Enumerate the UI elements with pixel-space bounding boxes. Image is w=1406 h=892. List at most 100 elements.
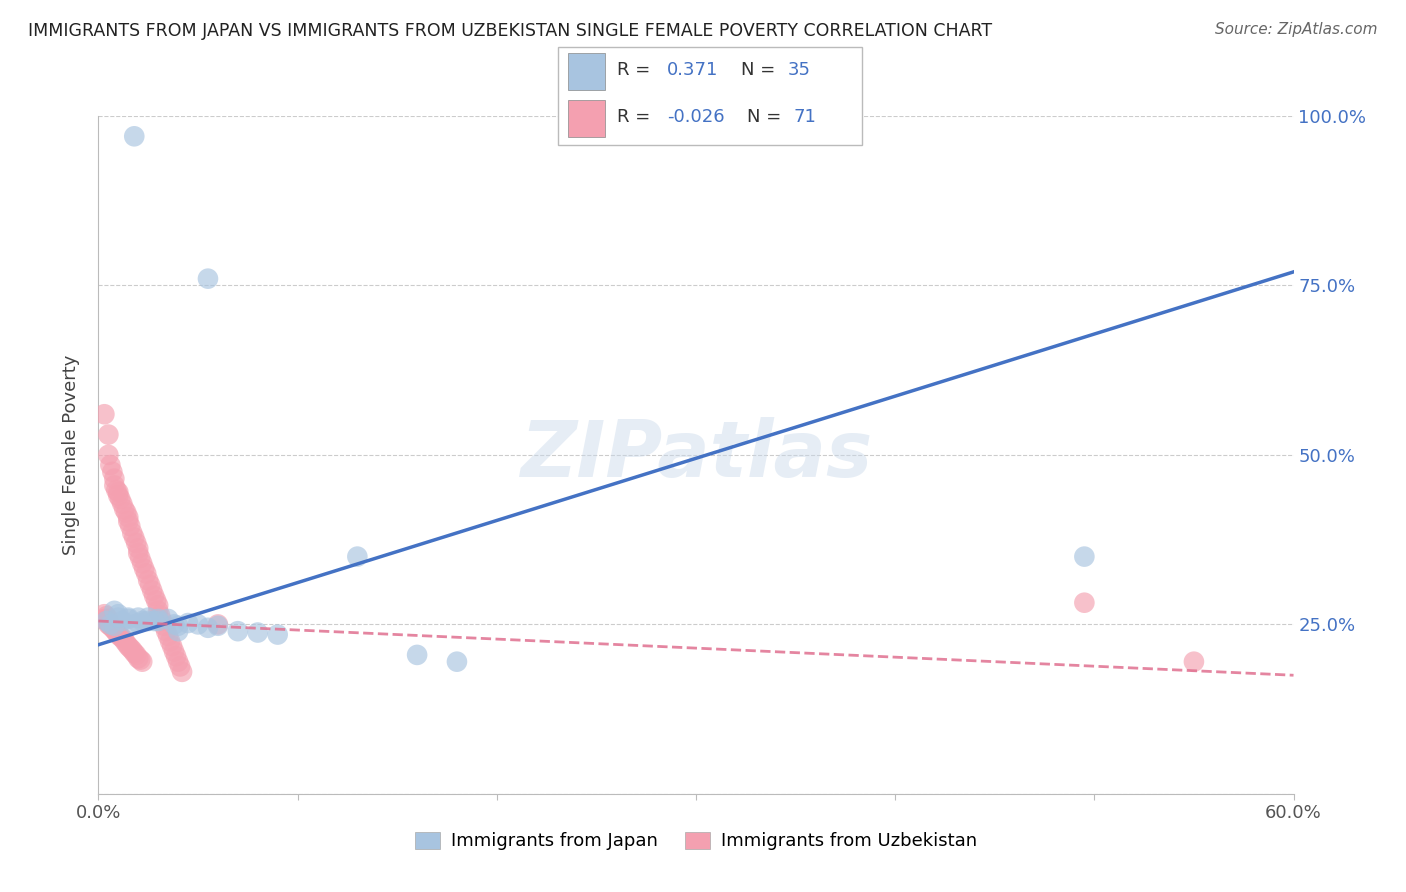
Point [125, 648, 148, 662]
Point [120, 641, 142, 656]
Point [148, 614, 170, 628]
Point [148, 604, 170, 618]
Y-axis label: Single Female Poverty: Single Female Poverty [62, 355, 80, 555]
Text: IMMIGRANTS FROM JAPAN VS IMMIGRANTS FROM UZBEKISTAN SINGLE FEMALE POVERTY CORREL: IMMIGRANTS FROM JAPAN VS IMMIGRANTS FROM… [28, 22, 993, 40]
Point [167, 624, 190, 639]
Text: 71: 71 [793, 109, 817, 127]
Point [105, 625, 128, 640]
Point [125, 536, 148, 550]
Point [96, 614, 118, 628]
Point [112, 502, 135, 516]
Point [93, 607, 115, 622]
Point [177, 615, 200, 630]
Point [131, 557, 153, 571]
Point [97, 427, 120, 442]
Point [127, 541, 149, 556]
Point [153, 619, 176, 633]
Point [107, 627, 129, 641]
Point [197, 621, 219, 635]
Point [97, 612, 120, 626]
Point [148, 612, 170, 626]
Point [111, 497, 134, 511]
Point [107, 607, 129, 622]
Point [105, 483, 128, 498]
Point [97, 617, 120, 632]
FancyBboxPatch shape [558, 46, 862, 145]
Point [117, 514, 139, 528]
Point [103, 604, 125, 618]
Point [160, 639, 183, 653]
Point [117, 612, 139, 626]
Point [98, 458, 122, 472]
Point [127, 615, 149, 630]
Text: 0.371: 0.371 [666, 62, 718, 79]
Point [111, 631, 134, 645]
Text: N =: N = [747, 109, 787, 127]
Point [157, 612, 180, 626]
Text: R =: R = [617, 109, 657, 127]
Point [246, 625, 269, 640]
Point [136, 614, 159, 628]
Point [139, 578, 162, 592]
Legend: Immigrants from Japan, Immigrants from Uzbekistan: Immigrants from Japan, Immigrants from U… [406, 822, 986, 859]
Point [165, 649, 187, 664]
Point [145, 593, 167, 607]
Point [172, 665, 194, 679]
Point [406, 648, 429, 662]
Point [149, 608, 172, 623]
Point [121, 525, 143, 540]
Point [103, 619, 125, 633]
Point [159, 634, 181, 648]
Point [131, 614, 153, 628]
Point [112, 633, 135, 648]
Text: 35: 35 [787, 62, 810, 79]
Point [103, 472, 125, 486]
Point [107, 489, 129, 503]
Point [148, 599, 170, 613]
Point [96, 609, 118, 624]
Point [187, 617, 209, 632]
Point [96, 614, 118, 628]
Point [129, 551, 152, 566]
Point [169, 659, 191, 673]
Point [135, 566, 157, 581]
Point [143, 614, 166, 628]
Point [167, 619, 190, 633]
Point [124, 617, 146, 632]
Point [1073, 596, 1095, 610]
Point [1182, 655, 1205, 669]
Point [131, 655, 153, 669]
Text: -0.026: -0.026 [666, 109, 724, 127]
Point [107, 485, 129, 500]
Point [107, 610, 129, 624]
Point [134, 562, 156, 576]
Point [207, 617, 229, 632]
Point [167, 655, 190, 669]
Point [127, 651, 149, 665]
Point [197, 271, 219, 285]
Point [111, 614, 134, 628]
Point [115, 636, 138, 650]
Point [117, 610, 139, 624]
Point [101, 621, 124, 635]
Point [117, 639, 139, 653]
Point [110, 491, 132, 506]
Point [121, 643, 143, 657]
Point [163, 644, 186, 658]
Point [97, 448, 120, 462]
Point [103, 478, 125, 492]
Point [155, 624, 177, 639]
Point [117, 510, 139, 524]
Text: ZIPatlas: ZIPatlas [520, 417, 872, 493]
Point [226, 624, 249, 639]
Point [93, 407, 115, 421]
Point [124, 531, 146, 545]
Point [93, 612, 115, 626]
FancyBboxPatch shape [568, 100, 605, 137]
Point [1073, 549, 1095, 564]
Point [207, 619, 229, 633]
Point [110, 630, 132, 644]
Point [136, 574, 159, 588]
Text: R =: R = [617, 62, 657, 79]
Point [143, 589, 166, 603]
